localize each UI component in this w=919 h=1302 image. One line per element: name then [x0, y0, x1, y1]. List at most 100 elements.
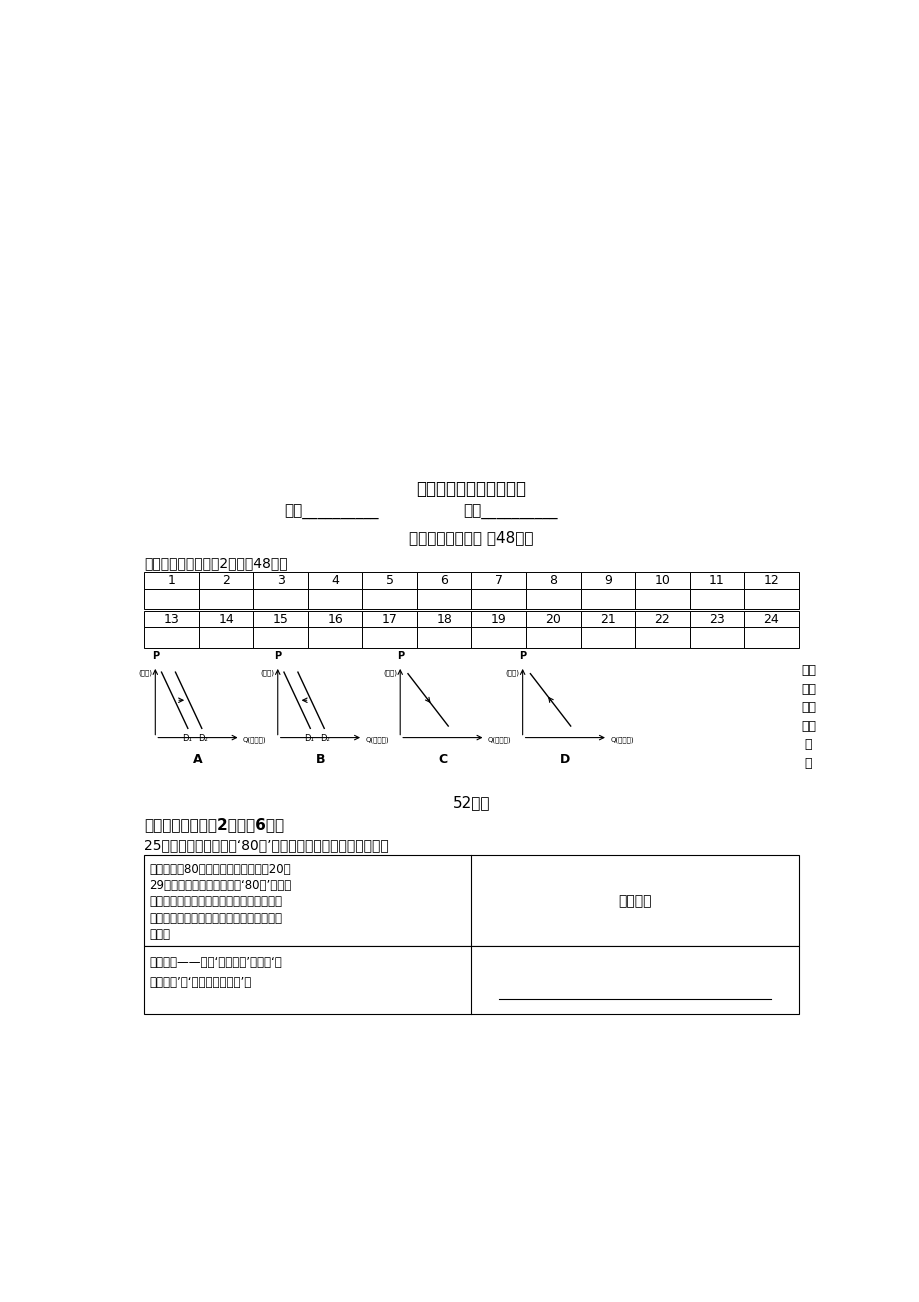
Text: D₁: D₁: [304, 734, 314, 742]
Text: 22: 22: [653, 612, 669, 625]
Bar: [308, 628, 362, 647]
Bar: [580, 589, 634, 609]
Bar: [634, 611, 688, 628]
Text: 2: 2: [222, 574, 230, 587]
Bar: [688, 589, 743, 609]
Bar: [362, 611, 416, 628]
Bar: [634, 589, 688, 609]
Bar: [526, 611, 580, 628]
Text: 3: 3: [277, 574, 284, 587]
Text: Q(需求量): Q(需求量): [487, 736, 511, 742]
Text: 一、选择题（每小题2分，共48分）: 一、选择题（每小题2分，共48分）: [144, 557, 288, 570]
Bar: [471, 589, 526, 609]
Text: 消费心理: 消费心理: [618, 894, 651, 907]
Text: D₂: D₂: [198, 734, 207, 742]
Text: 6: 6: [440, 574, 448, 587]
Text: Q(需求量): Q(需求量): [609, 736, 633, 742]
Bar: [144, 947, 798, 1014]
Text: (价格): (价格): [260, 669, 275, 677]
Bar: [362, 628, 416, 647]
Text: 4: 4: [331, 574, 339, 587]
Text: （非: （非: [800, 702, 815, 715]
Bar: [526, 572, 580, 589]
Bar: [199, 589, 254, 609]
Text: 1: 1: [167, 574, 176, 587]
Text: 上世纪80年代出生、目前年龄在20至: 上世纪80年代出生、目前年龄在20至: [149, 863, 290, 876]
Bar: [471, 611, 526, 628]
Text: 9: 9: [603, 574, 611, 587]
Text: 追求个性——标榜‘我就喜欢’，崇尚‘我: 追求个性——标榜‘我就喜欢’，崇尚‘我: [149, 956, 281, 969]
Text: D₂: D₂: [320, 734, 330, 742]
Bar: [199, 628, 254, 647]
Text: 8: 8: [549, 574, 557, 587]
Bar: [688, 628, 743, 647]
Bar: [471, 628, 526, 647]
Text: 21: 21: [599, 612, 615, 625]
Bar: [743, 589, 798, 609]
Text: A: A: [193, 753, 202, 766]
Text: P: P: [274, 651, 281, 661]
Bar: [199, 611, 254, 628]
Text: (价格): (价格): [138, 669, 152, 677]
Bar: [308, 572, 362, 589]
Bar: [254, 611, 308, 628]
Bar: [144, 855, 798, 947]
Text: 25、结合材料简要概括‘80后’的消费特征所体现的消费心理。: 25、结合材料简要概括‘80后’的消费特征所体现的消费心理。: [144, 838, 389, 853]
Text: 5: 5: [385, 574, 393, 587]
Text: D: D: [560, 753, 570, 766]
Bar: [634, 572, 688, 589]
Text: 20: 20: [545, 612, 561, 625]
Text: 经济生活第一单元检测题: 经济生活第一单元检测题: [416, 479, 526, 497]
Text: 10: 10: [653, 574, 669, 587]
Text: 二、填空题（每空2分，共6分）: 二、填空题（每空2分，共6分）: [144, 816, 284, 832]
Bar: [634, 628, 688, 647]
Bar: [580, 611, 634, 628]
Text: 18: 18: [436, 612, 452, 625]
Text: 17: 17: [381, 612, 397, 625]
Text: P: P: [396, 651, 403, 661]
Bar: [743, 611, 798, 628]
Bar: [416, 611, 471, 628]
Text: 礼，消费观念、消费行为呈现出鲜明的消费: 礼，消费观念、消费行为呈现出鲜明的消费: [149, 911, 282, 924]
Bar: [254, 628, 308, 647]
Text: 第一部分（选择题 共48分）: 第一部分（选择题 共48分）: [409, 530, 533, 544]
Text: P: P: [152, 651, 159, 661]
Text: C: C: [437, 753, 447, 766]
Bar: [362, 589, 416, 609]
Text: P: P: [518, 651, 526, 661]
Text: Q(需求量): Q(需求量): [365, 736, 389, 742]
Bar: [526, 589, 580, 609]
Bar: [416, 628, 471, 647]
Text: 部分: 部分: [800, 684, 815, 697]
Text: 15: 15: [273, 612, 289, 625]
Bar: [416, 589, 471, 609]
Bar: [254, 589, 308, 609]
Bar: [743, 628, 798, 647]
Text: 16: 16: [327, 612, 343, 625]
Text: Q(需求量): Q(需求量): [243, 736, 267, 742]
Text: 7: 7: [494, 574, 502, 587]
Bar: [688, 611, 743, 628]
Text: 选择: 选择: [800, 720, 815, 733]
Text: 12: 12: [763, 574, 778, 587]
Text: 13: 13: [164, 612, 179, 625]
Text: 24: 24: [763, 612, 778, 625]
Bar: [144, 572, 199, 589]
Bar: [471, 572, 526, 589]
Bar: [144, 611, 199, 628]
Text: 第二: 第二: [800, 664, 815, 677]
Text: 特征：: 特征：: [149, 928, 170, 941]
Bar: [416, 572, 471, 589]
Bar: [144, 628, 199, 647]
Bar: [526, 628, 580, 647]
Text: 14: 14: [218, 612, 233, 625]
Text: 有我风格’、‘我的地盘我作主’。: 有我风格’、‘我的地盘我作主’。: [149, 975, 251, 988]
Bar: [362, 572, 416, 589]
Text: (价格): (价格): [382, 669, 397, 677]
Text: 题: 题: [804, 738, 811, 751]
Text: 19: 19: [491, 612, 506, 625]
Text: B: B: [315, 753, 324, 766]
Text: 班级__________: 班级__________: [462, 505, 557, 519]
Bar: [308, 589, 362, 609]
Text: 52分）: 52分）: [452, 796, 490, 810]
